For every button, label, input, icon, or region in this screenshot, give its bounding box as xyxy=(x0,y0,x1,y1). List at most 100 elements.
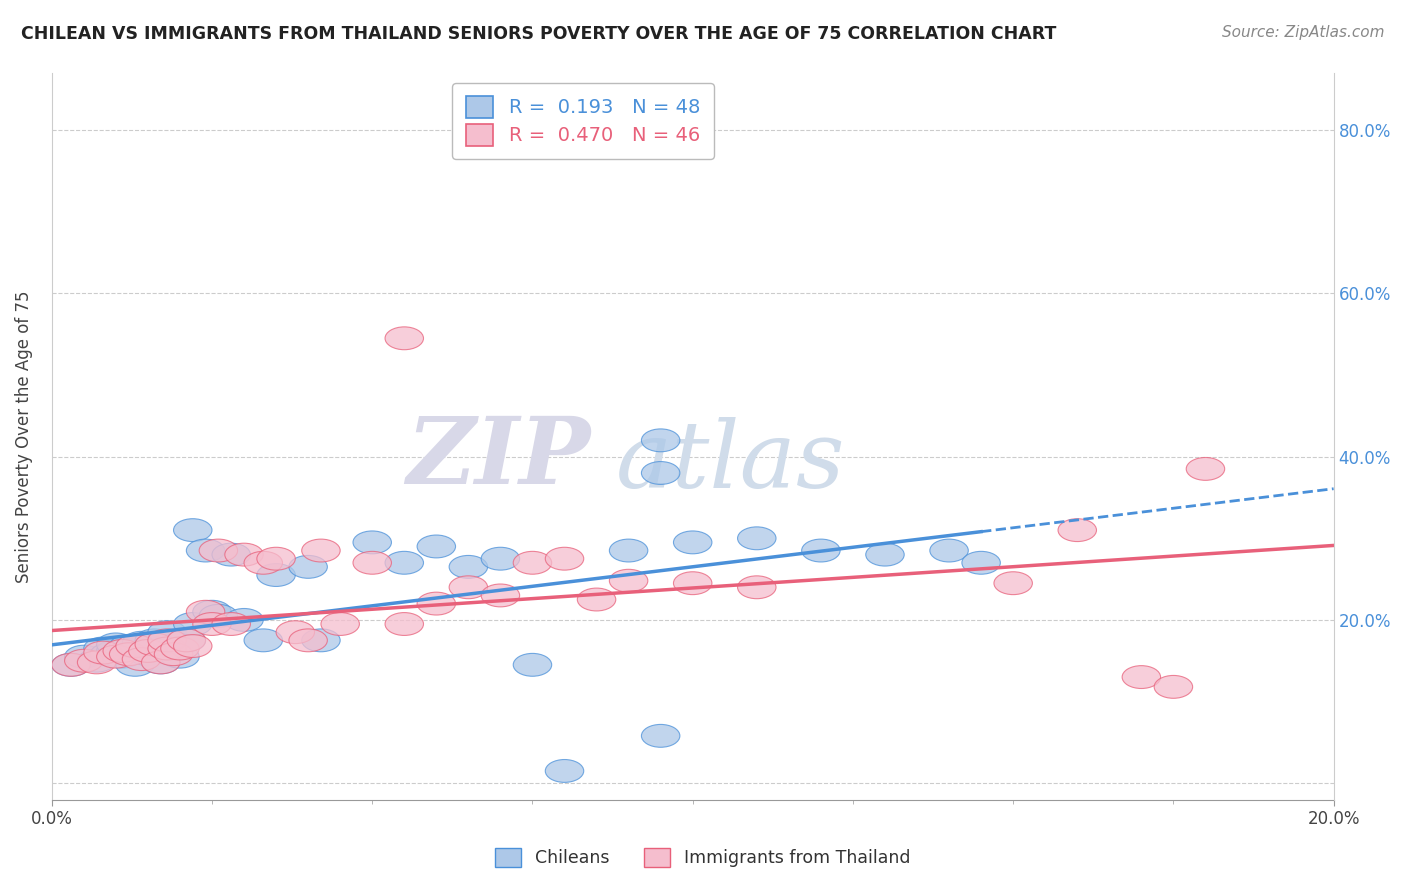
Text: ZIP: ZIP xyxy=(406,413,591,503)
Ellipse shape xyxy=(353,531,391,554)
Ellipse shape xyxy=(84,641,122,664)
Legend: R =  0.193   N = 48, R =  0.470   N = 46: R = 0.193 N = 48, R = 0.470 N = 46 xyxy=(453,83,714,159)
Ellipse shape xyxy=(449,556,488,578)
Ellipse shape xyxy=(97,633,135,656)
Ellipse shape xyxy=(115,634,155,657)
Ellipse shape xyxy=(1154,675,1192,698)
Ellipse shape xyxy=(122,632,160,654)
Ellipse shape xyxy=(148,629,187,652)
Ellipse shape xyxy=(110,643,148,665)
Ellipse shape xyxy=(302,629,340,652)
Ellipse shape xyxy=(155,643,193,665)
Ellipse shape xyxy=(1122,665,1160,689)
Ellipse shape xyxy=(212,613,250,635)
Ellipse shape xyxy=(135,640,173,663)
Ellipse shape xyxy=(546,548,583,570)
Ellipse shape xyxy=(187,600,225,624)
Ellipse shape xyxy=(90,643,129,665)
Text: atlas: atlas xyxy=(616,417,845,507)
Ellipse shape xyxy=(212,543,250,566)
Ellipse shape xyxy=(135,629,173,652)
Ellipse shape xyxy=(135,633,173,656)
Ellipse shape xyxy=(122,648,160,671)
Ellipse shape xyxy=(129,643,167,665)
Ellipse shape xyxy=(481,548,520,570)
Ellipse shape xyxy=(641,461,681,484)
Ellipse shape xyxy=(65,645,103,668)
Ellipse shape xyxy=(245,629,283,652)
Ellipse shape xyxy=(353,551,391,574)
Ellipse shape xyxy=(288,556,328,578)
Ellipse shape xyxy=(103,640,142,663)
Ellipse shape xyxy=(52,654,90,676)
Ellipse shape xyxy=(77,651,115,673)
Ellipse shape xyxy=(193,613,231,635)
Ellipse shape xyxy=(193,600,231,624)
Ellipse shape xyxy=(801,539,841,562)
Ellipse shape xyxy=(84,637,122,660)
Ellipse shape xyxy=(167,629,205,652)
Ellipse shape xyxy=(546,759,583,782)
Ellipse shape xyxy=(160,637,200,660)
Ellipse shape xyxy=(52,654,90,676)
Ellipse shape xyxy=(321,613,360,635)
Ellipse shape xyxy=(77,649,115,673)
Ellipse shape xyxy=(866,543,904,566)
Ellipse shape xyxy=(257,564,295,586)
Ellipse shape xyxy=(160,645,200,668)
Ellipse shape xyxy=(148,637,187,660)
Ellipse shape xyxy=(200,539,238,562)
Ellipse shape xyxy=(609,539,648,562)
Ellipse shape xyxy=(1059,519,1097,541)
Ellipse shape xyxy=(513,654,551,676)
Text: Source: ZipAtlas.com: Source: ZipAtlas.com xyxy=(1222,25,1385,40)
Ellipse shape xyxy=(385,326,423,350)
Ellipse shape xyxy=(142,651,180,673)
Ellipse shape xyxy=(187,539,225,562)
Ellipse shape xyxy=(641,429,681,451)
Ellipse shape xyxy=(418,592,456,615)
Ellipse shape xyxy=(155,637,193,660)
Ellipse shape xyxy=(257,548,295,570)
Ellipse shape xyxy=(738,576,776,599)
Y-axis label: Seniors Poverty Over the Age of 75: Seniors Poverty Over the Age of 75 xyxy=(15,290,32,582)
Ellipse shape xyxy=(578,588,616,611)
Ellipse shape xyxy=(276,621,315,644)
Ellipse shape xyxy=(673,531,711,554)
Ellipse shape xyxy=(641,724,681,747)
Ellipse shape xyxy=(481,584,520,607)
Ellipse shape xyxy=(302,539,340,562)
Legend: Chileans, Immigrants from Thailand: Chileans, Immigrants from Thailand xyxy=(488,841,918,874)
Ellipse shape xyxy=(994,572,1032,595)
Ellipse shape xyxy=(200,605,238,627)
Ellipse shape xyxy=(173,519,212,541)
Ellipse shape xyxy=(97,645,135,668)
Ellipse shape xyxy=(173,634,212,657)
Text: CHILEAN VS IMMIGRANTS FROM THAILAND SENIORS POVERTY OVER THE AGE OF 75 CORRELATI: CHILEAN VS IMMIGRANTS FROM THAILAND SENI… xyxy=(21,25,1056,43)
Ellipse shape xyxy=(385,551,423,574)
Ellipse shape xyxy=(245,551,283,574)
Ellipse shape xyxy=(110,634,148,657)
Ellipse shape xyxy=(148,634,187,657)
Ellipse shape xyxy=(115,654,155,676)
Ellipse shape xyxy=(929,539,969,562)
Ellipse shape xyxy=(225,543,263,566)
Ellipse shape xyxy=(385,613,423,635)
Ellipse shape xyxy=(609,569,648,592)
Ellipse shape xyxy=(167,629,205,652)
Ellipse shape xyxy=(129,640,167,663)
Ellipse shape xyxy=(65,649,103,673)
Ellipse shape xyxy=(142,651,180,673)
Ellipse shape xyxy=(418,535,456,558)
Ellipse shape xyxy=(1187,458,1225,480)
Ellipse shape xyxy=(738,527,776,549)
Ellipse shape xyxy=(673,572,711,595)
Ellipse shape xyxy=(513,551,551,574)
Ellipse shape xyxy=(148,621,187,644)
Ellipse shape xyxy=(103,645,142,668)
Ellipse shape xyxy=(173,613,212,635)
Ellipse shape xyxy=(97,640,135,663)
Ellipse shape xyxy=(962,551,1000,574)
Ellipse shape xyxy=(225,608,263,632)
Ellipse shape xyxy=(449,576,488,599)
